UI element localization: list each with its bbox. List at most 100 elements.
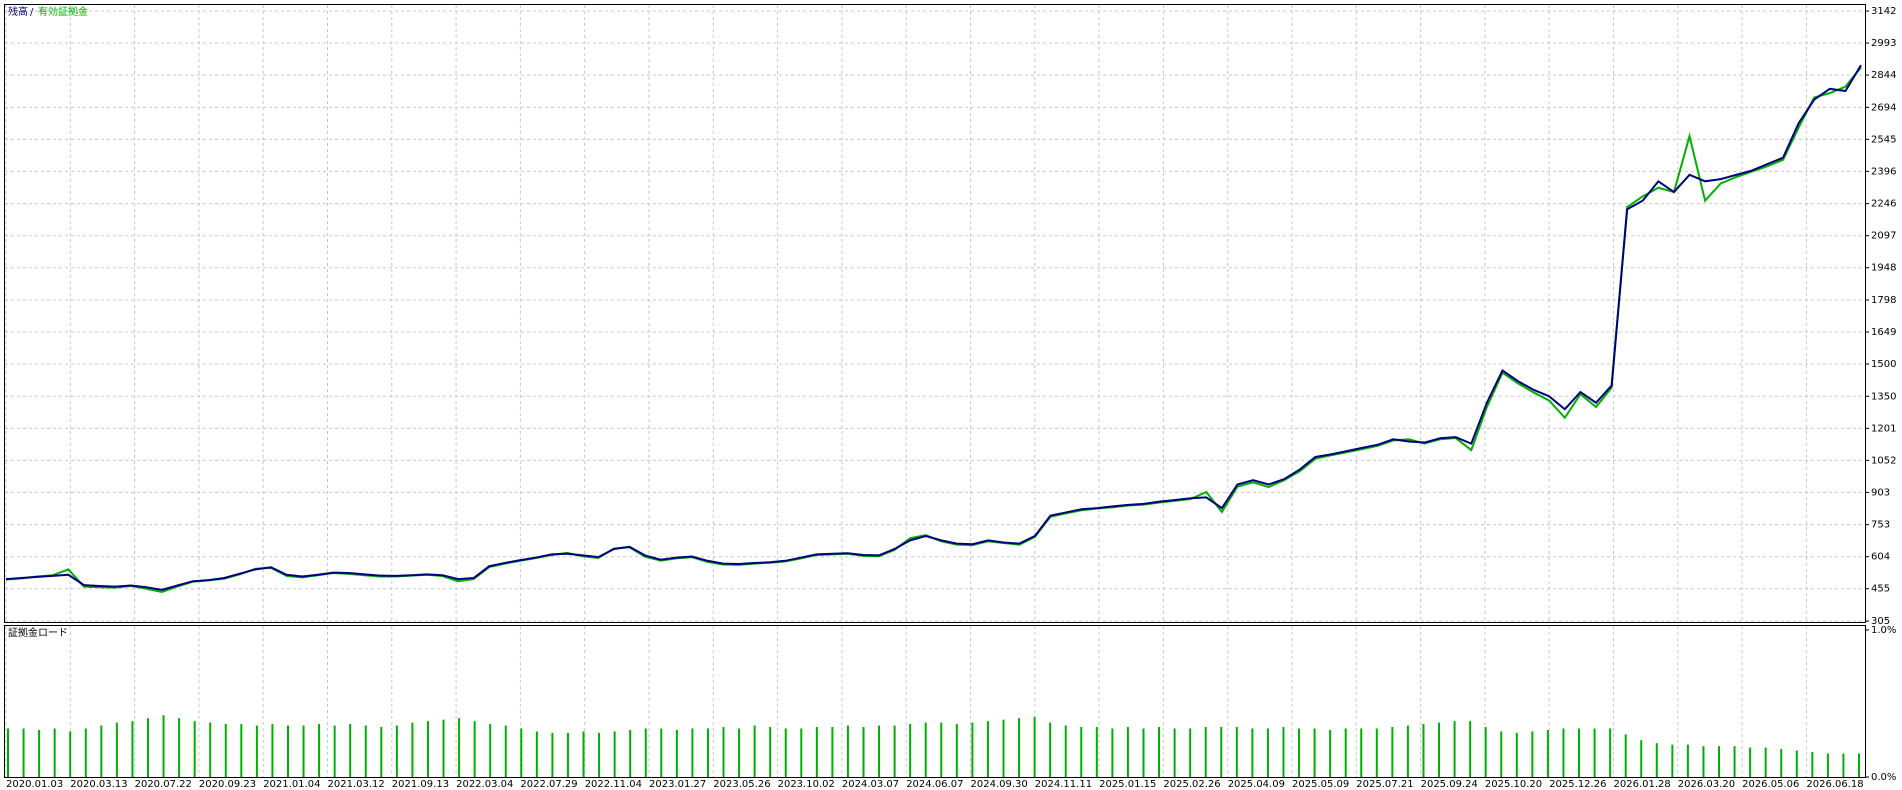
series-line xyxy=(5,66,1862,594)
x-tick-label: 2024.11.11 xyxy=(1035,779,1092,790)
load-bar xyxy=(598,732,601,777)
load-bar xyxy=(458,718,461,777)
x-tick-label: 2025.09.24 xyxy=(1421,779,1478,790)
load-bar xyxy=(1095,727,1098,777)
load-bar xyxy=(411,722,414,777)
y-tick-label: 903 xyxy=(1871,487,1890,498)
load-bar xyxy=(1469,721,1472,777)
load-bar xyxy=(1111,728,1114,777)
x-tick-label: 2025.10.20 xyxy=(1485,779,1542,790)
load-bar xyxy=(1686,744,1689,777)
x-tick-label: 2020.07.22 xyxy=(135,779,192,790)
load-bar xyxy=(1718,746,1721,777)
load-bar xyxy=(582,731,585,777)
legend-balance: 残高 xyxy=(8,5,28,18)
load-bar xyxy=(893,725,896,777)
load-bar xyxy=(240,724,243,777)
load-bar xyxy=(1204,727,1207,777)
legend-sep: / xyxy=(30,7,34,18)
load-bar xyxy=(1438,722,1441,777)
load-bar xyxy=(1313,728,1316,777)
load-bar xyxy=(286,725,289,777)
load-bar xyxy=(1624,734,1627,777)
load-bar xyxy=(100,725,103,777)
x-tick-label: 2020.01.03 xyxy=(6,779,63,790)
load-bar xyxy=(1640,740,1643,777)
load-bar xyxy=(1049,722,1052,777)
load-bar xyxy=(1080,727,1083,777)
x-tick-label: 2022.03.04 xyxy=(456,779,513,790)
load-bar xyxy=(644,728,647,777)
load-bar xyxy=(1422,724,1425,777)
x-tick-label: 2020.03.13 xyxy=(70,779,127,790)
load-bar xyxy=(971,722,974,777)
x-tick-label: 2021.01.04 xyxy=(263,779,320,790)
load-bar xyxy=(722,727,725,777)
x-tick-label: 2026.05.06 xyxy=(1742,779,1799,790)
x-tick-label: 2024.09.30 xyxy=(971,779,1028,790)
load-bar xyxy=(784,728,787,777)
x-tick-label: 2021.09.13 xyxy=(392,779,449,790)
load-bar xyxy=(1780,749,1783,777)
x-tick-label: 2026.03.20 xyxy=(1678,779,1735,790)
y-tick-label: 1052 xyxy=(1871,455,1896,466)
load-bar xyxy=(1515,732,1518,777)
load-bar xyxy=(162,715,165,777)
x-tick-label: 2025.07.21 xyxy=(1356,779,1413,790)
load-frame xyxy=(4,625,1866,778)
load-bar xyxy=(986,721,989,777)
y-tick-label: 2993 xyxy=(1871,38,1896,49)
load-bar xyxy=(1500,731,1503,777)
load-bar xyxy=(224,724,227,777)
load-bar xyxy=(769,727,772,777)
x-tick-label: 2025.12.26 xyxy=(1549,779,1606,790)
x-tick-label: 2022.11.04 xyxy=(585,779,642,790)
load-bar xyxy=(613,731,616,777)
load-bar xyxy=(706,728,709,777)
load-bar xyxy=(1842,753,1845,777)
load-bar xyxy=(442,719,445,777)
load-bar xyxy=(209,722,212,777)
x-tick-label: 2025.05.09 xyxy=(1292,779,1349,790)
y-tick-label: 604 xyxy=(1871,552,1890,563)
legend-equity: 有効証拠金 xyxy=(38,5,88,18)
main-frame xyxy=(4,4,1866,623)
load-bar xyxy=(520,728,523,777)
y-tick-label: 753 xyxy=(1871,520,1890,531)
load-bar xyxy=(7,728,9,777)
load-bar xyxy=(1391,727,1394,777)
load-bar xyxy=(878,725,881,777)
x-tick-label: 2026.01.28 xyxy=(1614,779,1671,790)
load-bar xyxy=(1655,743,1658,777)
load-bar xyxy=(1406,725,1409,777)
load-bar xyxy=(1002,719,1005,777)
load-bar xyxy=(815,727,818,777)
y-tick-label: 1201 xyxy=(1871,423,1896,434)
x-tick-label: 2024.03.07 xyxy=(842,779,899,790)
load-bar xyxy=(38,729,41,777)
load-bar xyxy=(955,724,958,777)
load-bar xyxy=(1546,729,1549,777)
load-bar xyxy=(1220,727,1223,777)
load-bar xyxy=(504,725,507,777)
x-tick-label: 2024.06.07 xyxy=(906,779,963,790)
x-tick-label: 2023.01.27 xyxy=(649,779,706,790)
load-bar xyxy=(846,725,849,777)
y-tick-label: 1.0% xyxy=(1871,625,1896,636)
load-bar xyxy=(1702,746,1705,777)
load-bar xyxy=(271,724,274,777)
load-bar xyxy=(380,727,383,777)
load-bar xyxy=(302,725,305,777)
load-bar xyxy=(551,732,554,777)
load-bar xyxy=(1064,725,1067,777)
load-bar xyxy=(1298,728,1301,777)
load-bar xyxy=(1826,753,1829,777)
x-tick-label: 2026.06.18 xyxy=(1806,779,1863,790)
load-bar xyxy=(1344,728,1347,777)
load-bar xyxy=(333,725,336,777)
load-bar xyxy=(53,728,56,777)
load-bar xyxy=(1578,728,1581,777)
load-bar xyxy=(1671,744,1674,777)
x-tick-label: 2023.05.26 xyxy=(713,779,770,790)
load-bar xyxy=(1126,727,1129,777)
